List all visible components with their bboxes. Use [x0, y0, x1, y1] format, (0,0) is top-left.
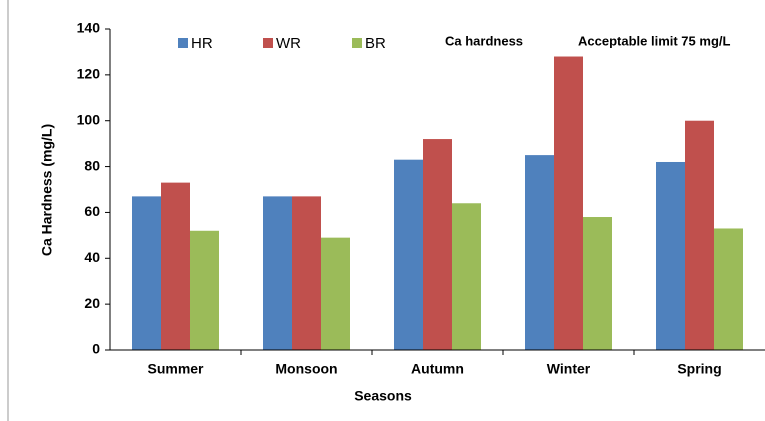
legend-label: WR — [276, 35, 301, 52]
bar — [685, 120, 714, 350]
bar — [132, 196, 161, 350]
y-tick-label: 80 — [84, 157, 100, 173]
legend-swatch — [263, 38, 273, 48]
y-tick-label: 100 — [77, 111, 101, 127]
x-tick-label: Spring — [677, 361, 721, 377]
bar — [394, 159, 423, 350]
x-tick-label: Summer — [147, 361, 204, 377]
bar — [554, 56, 583, 351]
bar — [292, 196, 321, 350]
y-axis-label: Ca Hardness (mg/L) — [39, 124, 55, 256]
annotation: Acceptable limit 75 mg/L — [578, 33, 730, 48]
bar — [452, 203, 481, 350]
legend-label: HR — [191, 35, 213, 52]
bar — [583, 217, 612, 350]
annotation: Ca hardness — [445, 33, 523, 48]
y-tick-label: 0 — [92, 341, 100, 357]
bar — [321, 237, 350, 350]
bar — [525, 155, 554, 350]
y-tick-label: 120 — [77, 66, 101, 82]
legend-label: BR — [365, 35, 386, 52]
y-tick-label: 40 — [84, 249, 100, 265]
bar — [263, 196, 292, 350]
x-tick-label: Winter — [547, 361, 591, 377]
legend-swatch — [352, 38, 362, 48]
x-tick-label: Autumn — [411, 361, 464, 377]
x-tick-label: Monsoon — [275, 361, 337, 377]
y-tick-label: 140 — [77, 20, 101, 36]
legend-swatch — [178, 38, 188, 48]
x-axis-label: Seasons — [354, 388, 412, 404]
bar — [161, 182, 190, 350]
bar — [714, 228, 743, 350]
y-tick-label: 60 — [84, 203, 100, 219]
bar — [190, 230, 219, 350]
y-tick-label: 20 — [84, 295, 100, 311]
bar — [656, 161, 685, 350]
bar — [423, 139, 452, 350]
